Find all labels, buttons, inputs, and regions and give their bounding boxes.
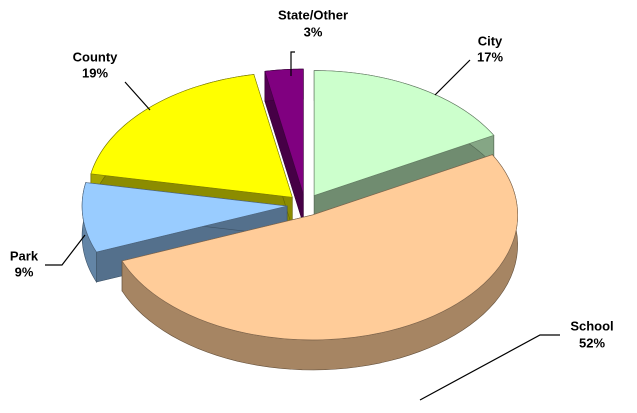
slice (90, 74, 293, 198)
category-label: Park (10, 248, 39, 263)
value-label: 17% (477, 49, 503, 64)
value-label: 3% (304, 24, 323, 39)
value-label: 9% (15, 264, 34, 279)
slice (121, 154, 518, 341)
leader-line (45, 234, 86, 266)
label: City 17% School 52% Park 9% County 19% S… (10, 7, 614, 350)
category-label: State/Other (278, 7, 348, 22)
value-label: 19% (82, 65, 108, 80)
leader-line (290, 51, 295, 76)
category-label: County (73, 49, 119, 64)
category-label: City (478, 33, 503, 48)
leader-line (124, 81, 151, 111)
slice (81, 182, 288, 253)
slice (264, 68, 304, 195)
leader-line (419, 334, 560, 401)
leader-line (434, 59, 471, 96)
pie (81, 68, 518, 371)
category-label: School (570, 318, 613, 333)
value-label: 52% (579, 335, 605, 350)
slice (313, 70, 495, 196)
